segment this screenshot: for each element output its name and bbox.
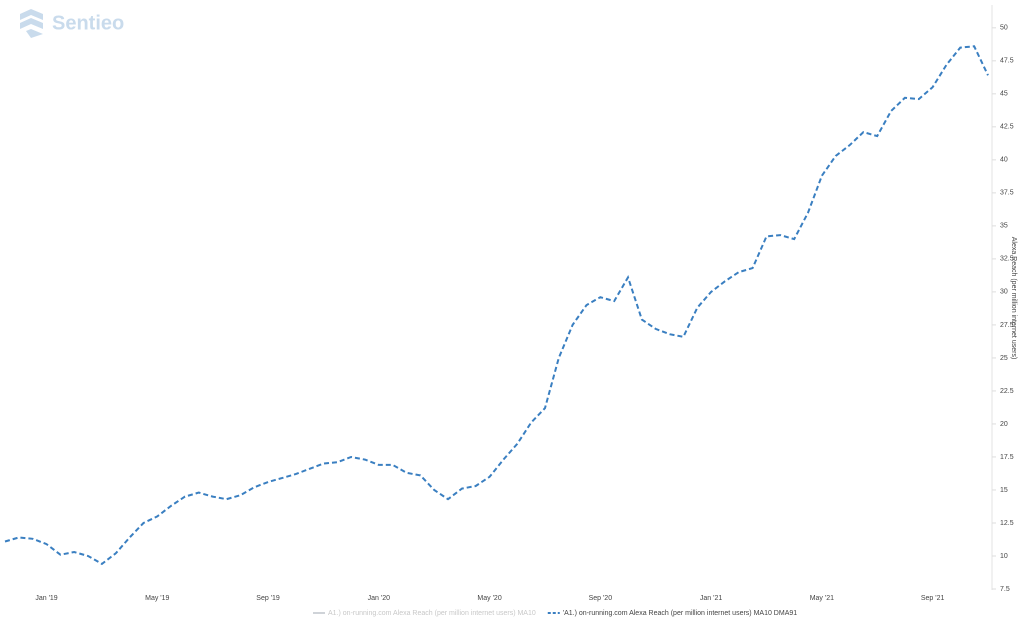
logo-icon — [26, 29, 43, 38]
x-tick-label: Jan '20 — [368, 595, 390, 602]
logo: Sentieo — [20, 9, 124, 38]
y-tick-label: 37.5 — [1000, 190, 1014, 197]
y-tick-label: 40 — [1000, 157, 1008, 164]
x-tick-label: May '21 — [810, 595, 834, 602]
y-tick-label: 7.5 — [1000, 586, 1010, 593]
y-tick-label: 22.5 — [1000, 388, 1014, 395]
y-tick-label: 12.5 — [1000, 520, 1014, 527]
y-tick-label: 30 — [1000, 289, 1008, 296]
y-axis-title: Alexa Reach (per million internet users) — [1010, 237, 1017, 360]
x-tick-label: Sep '19 — [256, 595, 280, 602]
x-tick-label: Jan '21 — [700, 595, 722, 602]
x-tick-label: Sep '20 — [589, 595, 613, 602]
y-tick-label: 27.5 — [1000, 322, 1014, 329]
y-tick-label: 35 — [1000, 223, 1008, 230]
x-tick-label: May '20 — [477, 595, 501, 602]
y-tick-label: 15 — [1000, 487, 1008, 494]
logo-icon — [20, 9, 43, 20]
legend-label: A1.) on-running.com Alexa Reach (per mil… — [328, 610, 536, 617]
y-tick-label: 47.5 — [1000, 58, 1014, 65]
watermark: Sentieo — [52, 12, 124, 34]
x-tick-label: Sep '21 — [921, 595, 945, 602]
y-tick-label: 17.5 — [1000, 454, 1014, 461]
y-tick-label: 20 — [1000, 421, 1008, 428]
y-tick-label: 32.5 — [1000, 256, 1014, 263]
y-tick-label: 42.5 — [1000, 124, 1014, 131]
x-tick-label: Jan '19 — [35, 595, 57, 602]
y-tick-label: 25 — [1000, 355, 1008, 362]
y-tick-label: 45 — [1000, 91, 1008, 98]
legend-label: 'A1.) on-running.com Alexa Reach (per mi… — [563, 610, 797, 617]
y-tick-label: 10 — [1000, 553, 1008, 560]
logo-icon — [20, 18, 43, 29]
y-tick-label: 50 — [1000, 25, 1008, 32]
x-tick-label: May '19 — [145, 595, 169, 602]
series-line — [4, 45, 989, 566]
